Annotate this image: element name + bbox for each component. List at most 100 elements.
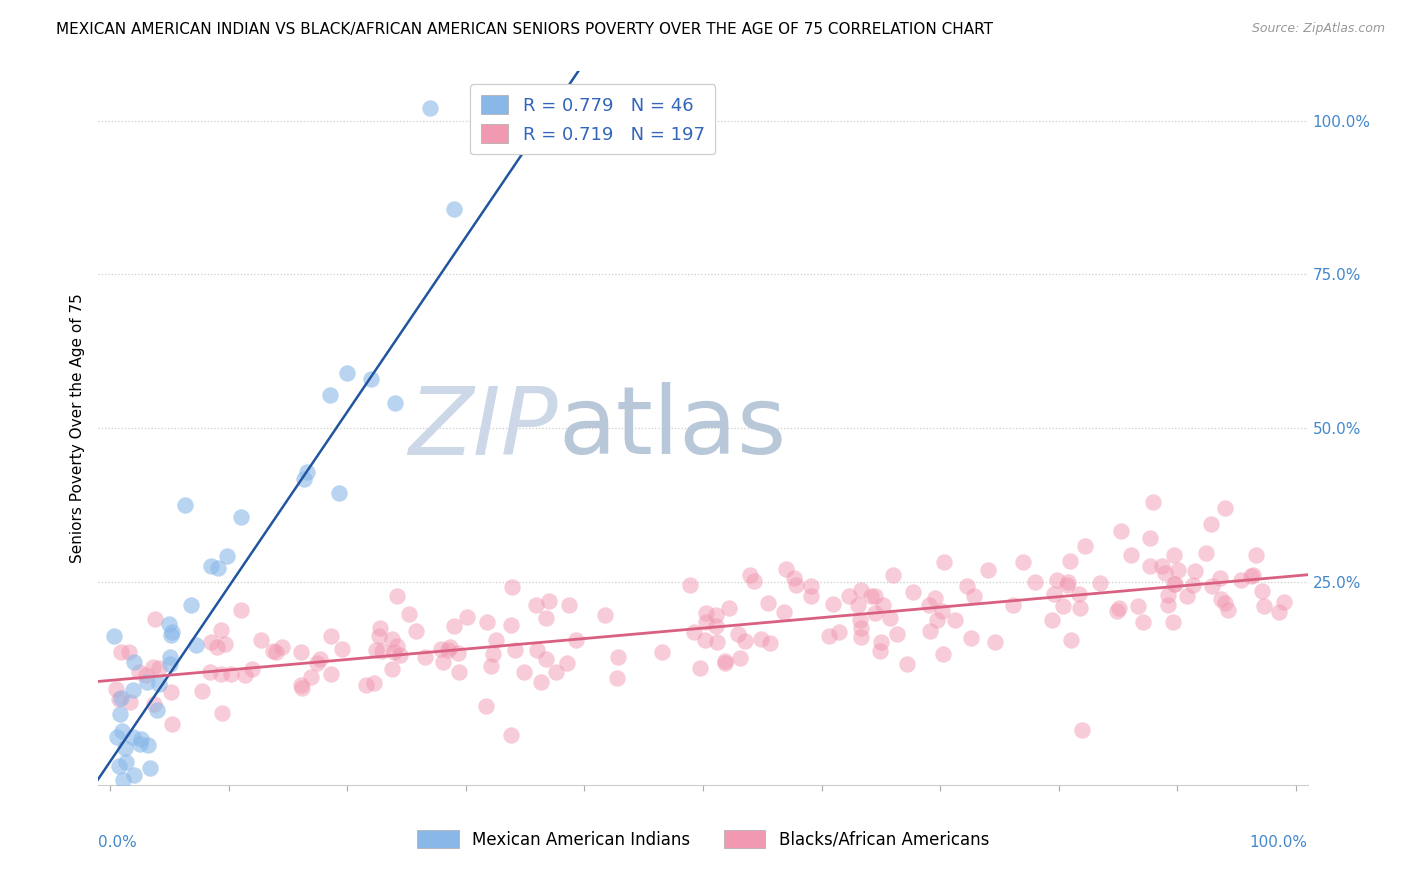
- Point: [1181, 578, 1204, 592]
- Point: [775, 562, 797, 576]
- Point: [1244, 548, 1267, 562]
- Point: [544, 665, 567, 680]
- Point: [1199, 516, 1222, 531]
- Point: [1042, 587, 1064, 601]
- Text: 0.0%: 0.0%: [98, 835, 138, 850]
- Point: [111, 723, 134, 738]
- Point: [734, 633, 756, 648]
- Point: [437, 643, 460, 657]
- Point: [366, 643, 388, 657]
- Point: [1213, 596, 1236, 610]
- Point: [136, 674, 159, 689]
- Point: [651, 645, 673, 659]
- Point: [118, 695, 141, 709]
- Point: [215, 549, 238, 564]
- Point: [728, 650, 751, 665]
- Point: [143, 697, 166, 711]
- Point: [291, 681, 314, 696]
- Point: [1253, 599, 1275, 614]
- Point: [872, 599, 894, 613]
- Point: [704, 607, 727, 622]
- Point: [136, 738, 159, 752]
- Point: [565, 632, 588, 647]
- Text: atlas: atlas: [558, 382, 786, 475]
- Point: [920, 624, 942, 638]
- Point: [1251, 583, 1274, 598]
- Point: [869, 644, 891, 658]
- Point: [146, 702, 169, 716]
- Point: [860, 589, 883, 603]
- Point: [354, 677, 377, 691]
- Point: [229, 603, 252, 617]
- Point: [309, 652, 332, 666]
- Point: [456, 609, 478, 624]
- Point: [160, 716, 183, 731]
- Point: [499, 728, 522, 742]
- Point: [749, 632, 772, 646]
- Point: [121, 730, 143, 744]
- Point: [714, 654, 737, 668]
- Point: [503, 643, 526, 657]
- Point: [100, 796, 122, 810]
- Point: [1175, 589, 1198, 603]
- Point: [683, 624, 706, 639]
- Point: [593, 608, 616, 623]
- Point: [110, 792, 132, 806]
- Point: [925, 614, 948, 628]
- Point: [695, 607, 717, 621]
- Point: [110, 645, 132, 659]
- Point: [117, 645, 139, 659]
- Point: [398, 607, 420, 622]
- Point: [160, 624, 183, 639]
- Point: [943, 613, 966, 627]
- Point: [851, 621, 873, 635]
- Point: [863, 589, 886, 603]
- Point: [112, 793, 135, 807]
- Point: [693, 633, 716, 648]
- Point: [1240, 569, 1263, 583]
- Point: [449, 665, 471, 679]
- Text: 100.0%: 100.0%: [1250, 835, 1308, 850]
- Point: [413, 650, 436, 665]
- Point: [200, 559, 222, 574]
- Point: [1071, 723, 1094, 737]
- Point: [1241, 567, 1264, 582]
- Point: [104, 792, 127, 806]
- Point: [190, 683, 212, 698]
- Point: [384, 396, 406, 410]
- Point: [112, 772, 135, 787]
- Point: [1059, 554, 1081, 568]
- Point: [219, 666, 242, 681]
- Point: [121, 683, 143, 698]
- Point: [157, 617, 180, 632]
- Point: [1209, 591, 1232, 606]
- Point: [526, 642, 548, 657]
- Point: [381, 632, 404, 647]
- Point: [1139, 531, 1161, 545]
- Point: [555, 657, 578, 671]
- Point: [382, 645, 405, 659]
- Point: [142, 660, 165, 674]
- Point: [292, 472, 315, 486]
- Point: [783, 571, 806, 585]
- Point: [250, 633, 273, 648]
- Point: [271, 640, 294, 654]
- Point: [1074, 539, 1097, 553]
- Point: [214, 637, 236, 651]
- Point: [479, 659, 502, 673]
- Point: [1184, 564, 1206, 578]
- Point: [122, 655, 145, 669]
- Point: [932, 555, 955, 569]
- Point: [363, 675, 385, 690]
- Point: [1167, 563, 1189, 577]
- Point: [429, 642, 451, 657]
- Point: [1161, 615, 1184, 629]
- Point: [139, 761, 162, 775]
- Point: [387, 589, 409, 603]
- Point: [295, 465, 318, 479]
- Point: [262, 644, 284, 658]
- Text: MEXICAN AMERICAN INDIAN VS BLACK/AFRICAN AMERICAN SENIORS POVERTY OVER THE AGE O: MEXICAN AMERICAN INDIAN VS BLACK/AFRICAN…: [56, 22, 993, 37]
- Point: [1067, 587, 1090, 601]
- Point: [1213, 501, 1236, 516]
- Legend: Mexican American Indians, Blacks/African Americans: Mexican American Indians, Blacks/African…: [409, 822, 997, 857]
